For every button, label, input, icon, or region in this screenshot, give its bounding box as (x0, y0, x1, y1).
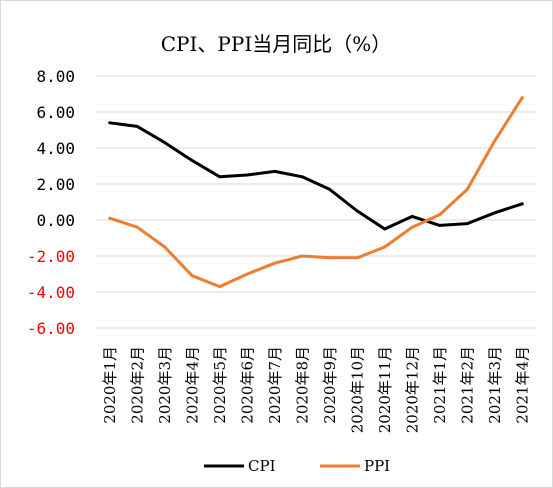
cpi-data-point (328, 188, 332, 191)
x-tick-label: 2020年12月 (403, 346, 421, 433)
ppi-data-point (438, 213, 442, 217)
y-axis: 8.00 6.00 4.00 2.00 0.00 -2.00 -4.00 -6.00 (27, 67, 75, 338)
cpi-data-point (493, 211, 497, 215)
y-tick-label: 6.00 (36, 103, 75, 122)
x-tick-label: 2020年9月 (321, 346, 339, 424)
ppi-series-line (108, 96, 524, 289)
y-tick-label: 2.00 (36, 175, 75, 194)
ppi-data-point (300, 254, 304, 258)
x-tick-label: 2020年2月 (128, 346, 146, 424)
x-tick-label: 2020年10月 (348, 346, 366, 433)
ppi-data-point (493, 139, 497, 143)
x-axis: 2020年1月 2020年2月 2020年3月 2020年4月 2020年5月 2020年… (101, 346, 532, 433)
x-tick-label: 2020年6月 (238, 346, 256, 424)
x-tick-label: 2021年4月 (513, 346, 531, 424)
cpi-data-point (190, 159, 194, 163)
ppi-data-point (273, 261, 277, 265)
ppi-data-point (328, 256, 332, 260)
ppi-data-point (218, 285, 222, 288)
cpi-data-point (135, 125, 139, 128)
ppi-legend-label: PPI (364, 457, 390, 475)
x-tick-label: 2021年2月 (458, 346, 476, 424)
ppi-data-point (520, 96, 524, 99)
cpi-legend-label: CPI (248, 457, 276, 475)
chart-title: CPI、PPI当月同比（%） (161, 32, 391, 56)
ppi-data-point (410, 225, 414, 229)
x-tick-label: 2020年3月 (156, 346, 174, 424)
cpi-data-point (300, 175, 304, 179)
y-tick-label: -4.00 (27, 283, 75, 302)
y-tick-label: 0.00 (36, 211, 75, 230)
cpi-data-point (465, 222, 469, 226)
x-tick-label: 2020年8月 (293, 346, 311, 424)
ppi-data-point (190, 274, 194, 278)
cpi-data-point (163, 141, 167, 145)
cpi-data-point (438, 224, 442, 227)
x-tick-label: 2020年7月 (266, 346, 284, 424)
ppi-data-point (355, 256, 359, 260)
x-tick-label: 2020年11月 (376, 346, 394, 433)
y-tick-label: 8.00 (36, 67, 75, 86)
ppi-data-point (135, 225, 139, 229)
cpi-data-point (108, 121, 112, 125)
x-tick-label: 2020年1月 (101, 346, 119, 424)
plot-area (108, 96, 524, 289)
y-tick-label: 4.00 (36, 139, 75, 158)
x-tick-label: 2021年1月 (431, 346, 449, 424)
ppi-data-point (383, 245, 387, 249)
cpi-data-point (355, 209, 359, 213)
ppi-data-point (163, 245, 167, 249)
cpi-series-line (108, 121, 524, 231)
cpi-data-point (520, 202, 524, 206)
x-tick-label: 2020年5月 (211, 346, 229, 424)
ppi-data-point (245, 272, 249, 276)
x-tick-label: 2020年4月 (183, 346, 201, 424)
y-tick-label: -2.00 (27, 247, 75, 266)
x-tick-label: 2021年3月 (486, 346, 504, 424)
legend: CPI PPI (204, 457, 390, 475)
ppi-data-point (108, 216, 112, 220)
grid (96, 75, 536, 329)
cpi-data-point (383, 227, 387, 231)
cpi-data-point (245, 173, 249, 177)
cpi-data-point (273, 170, 277, 173)
y-tick-label: -6.00 (27, 319, 75, 338)
cpi-data-point (218, 175, 222, 179)
cpi-data-point (410, 215, 414, 218)
ppi-data-point (465, 188, 469, 191)
